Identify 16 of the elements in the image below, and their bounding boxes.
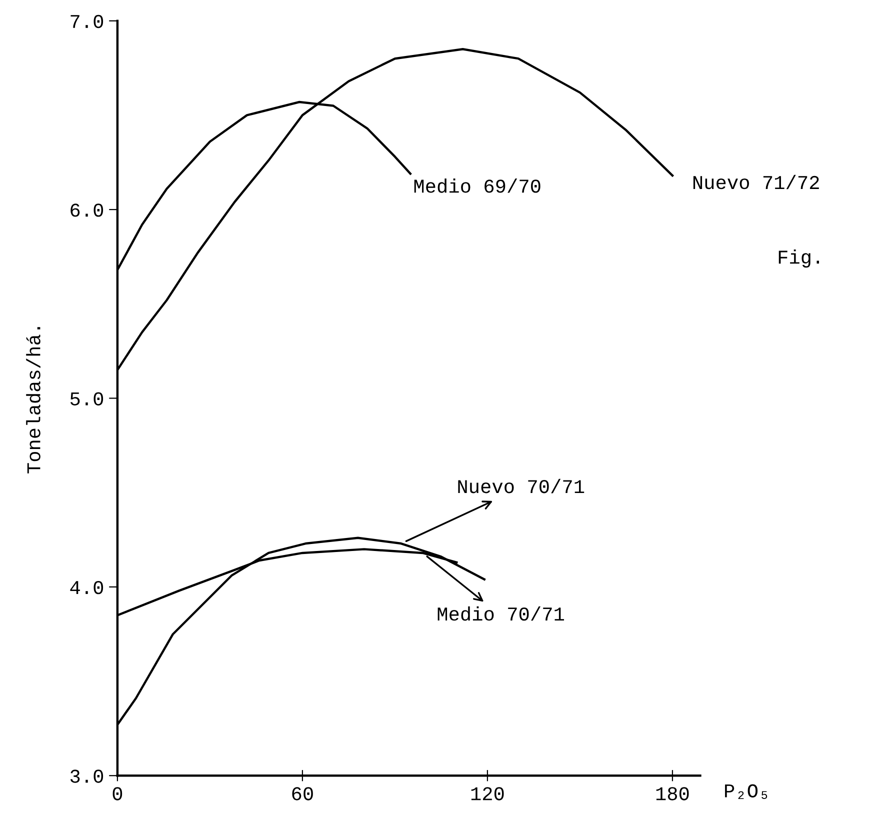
x-tick-label: 180: [656, 787, 689, 800]
y-tick-label: 5.0: [70, 392, 104, 406]
x-tick-label: 120: [471, 787, 504, 800]
y-tick-label: 4.0: [70, 580, 104, 594]
y-tick-label: 7.0: [70, 14, 104, 28]
x-axis-title: P₂O₅: [725, 784, 768, 800]
legend-label: Medio 70/71: [438, 606, 564, 621]
y-tick-label: 6.0: [70, 204, 104, 217]
y-tick-label: 3.0: [70, 770, 104, 783]
text: Fig.: [778, 249, 819, 268]
x-tick-label: 60: [292, 787, 313, 800]
text: Nuevo 70/71: [458, 478, 584, 494]
series-label: Medio 69/70: [414, 178, 540, 193]
y-axis-title: Toneladas/há.: [26, 327, 40, 474]
series-label: Nuevo 71/72: [693, 174, 819, 190]
x-tick-label: 0: [112, 787, 122, 800]
